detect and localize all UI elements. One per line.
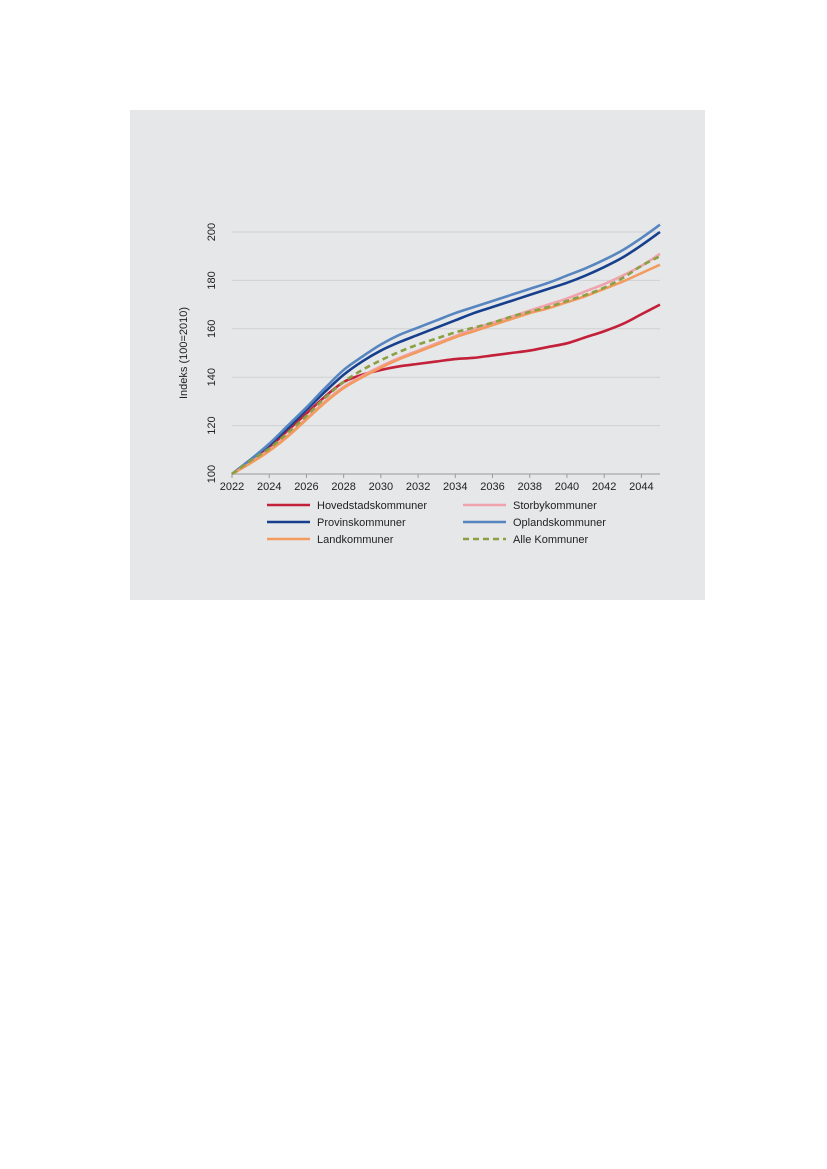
x-tick-label: 2022 [220,481,244,493]
legend-label: Storbykommuner [513,500,597,512]
x-tick-label: 2024 [257,481,281,493]
gridlines [232,231,660,475]
series-line-provinskommuner [231,230,661,476]
x-tick-label: 2026 [294,481,318,493]
x-tick-label: 2042 [592,481,616,493]
figure-panel: 100 120 140 160 180 200 2022 2024 2026 2028 2030 20… [130,110,705,600]
x-tick-label: 2040 [555,481,579,493]
legend-label: Provinskommuner [317,517,406,529]
series-line-alle-kommuner [231,255,661,476]
y-tick-label: 100 [206,465,218,483]
x-tick-label: 2032 [406,481,430,493]
y-axis-title: Indeks (100=2010) [178,307,190,399]
series-line-landkommuner [231,263,661,476]
series-line-oplandskommuner [231,223,661,476]
y-tick-label: 160 [206,320,218,338]
axes: 100 120 140 160 180 200 2022 2024 2026 2028 2030 20… [206,223,654,493]
x-tick-label: 2036 [480,481,504,493]
x-tick-label: 2044 [629,481,653,493]
y-tick-label: 140 [206,368,218,386]
x-tick-label: 2038 [517,481,541,493]
legend-label: Landkommuner [317,534,394,546]
legend: Hovedstadskommuner Storbykommuner Provinsk… [267,500,606,546]
x-tick-label: 2034 [443,481,467,493]
legend-label: Oplandskommuner [513,517,606,529]
y-tick-label: 200 [206,223,218,241]
legend-label: Hovedstadskommuner [317,500,427,512]
y-tick-label: 120 [206,416,218,434]
series-line-storbykommuner [231,252,661,476]
series-lines [231,223,661,476]
y-tick-label: 180 [206,271,218,289]
line-chart: 100 120 140 160 180 200 2022 2024 2026 2028 2030 20… [178,223,661,546]
legend-label: Alle Kommuner [513,534,589,546]
series-line-hovedstadskommuner [231,303,661,476]
x-tick-label: 2030 [369,481,393,493]
x-tick-label: 2028 [331,481,355,493]
